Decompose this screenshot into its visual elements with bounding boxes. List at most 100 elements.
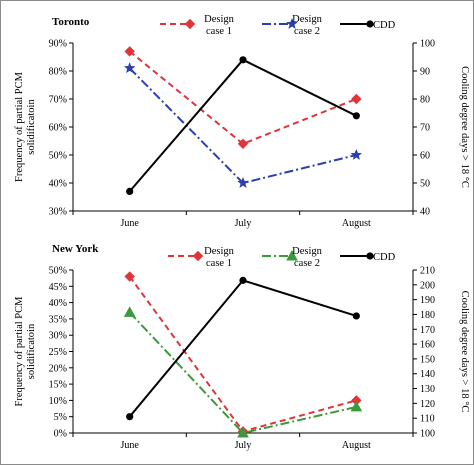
y-right-tick-label: 150 bbox=[420, 354, 435, 365]
data-point bbox=[350, 148, 363, 161]
y-right-tick-label: 70 bbox=[420, 123, 430, 134]
series-cdd bbox=[126, 276, 360, 421]
y-left-tick-label: 40% bbox=[49, 298, 67, 309]
data-point bbox=[351, 93, 362, 105]
chart-panel-2: 0% 5% 10% 15% 20% 25% 30% 35% 40% 45% 50% 100 110 120… bbox=[14, 243, 470, 451]
legend-marker bbox=[366, 20, 374, 28]
legend-marker bbox=[192, 250, 204, 262]
legend-marker bbox=[286, 249, 298, 261]
series-line bbox=[129, 50, 357, 145]
series-line bbox=[128, 67, 357, 185]
legend-label: CDD bbox=[373, 20, 396, 31]
legend-marker bbox=[366, 252, 374, 260]
y-left-axis-label: solidificatoin bbox=[26, 323, 37, 379]
legend-label: Design bbox=[204, 246, 234, 257]
y-right-tick-label: 80 bbox=[420, 95, 430, 106]
legend-label: Design bbox=[292, 246, 322, 257]
y-left-tick-label: 80% bbox=[49, 67, 67, 78]
data-point bbox=[126, 187, 134, 195]
legend-label: case 2 bbox=[294, 258, 320, 269]
y-left-tick-label: 15% bbox=[49, 380, 67, 391]
y-right-tick-label: 200 bbox=[420, 280, 435, 291]
y-left-tick-label: 50% bbox=[49, 266, 67, 277]
series-cdd bbox=[126, 56, 360, 195]
x-category-label: August bbox=[342, 440, 371, 451]
y-left-tick-label: 0% bbox=[54, 429, 67, 440]
series-design-case-2 bbox=[123, 61, 363, 189]
y-right-tick-label: 180 bbox=[420, 310, 435, 321]
x-category-label: July bbox=[235, 218, 252, 229]
y-right-axis-label: Cooling degree days > 18 °C bbox=[459, 291, 470, 413]
y-right-tick-label: 210 bbox=[420, 266, 435, 277]
x-category-label: July bbox=[235, 440, 252, 451]
panel-title: New York bbox=[52, 243, 99, 255]
legend-item: CDD bbox=[340, 252, 396, 263]
data-point bbox=[239, 276, 247, 284]
data-point bbox=[239, 56, 247, 64]
y-left-tick-label: 5% bbox=[54, 412, 67, 423]
y-left-axis-label: solidificatoin bbox=[26, 99, 37, 155]
legend-label: case 1 bbox=[206, 26, 232, 37]
data-point bbox=[237, 138, 249, 150]
series-line bbox=[128, 275, 357, 433]
data-point bbox=[237, 426, 249, 438]
y-left-tick-label: 30% bbox=[49, 207, 67, 218]
y-left-tick-label: 90% bbox=[49, 39, 67, 50]
y-left-tick-label: 60% bbox=[49, 123, 67, 134]
y-left-tick-label: 10% bbox=[49, 396, 67, 407]
x-category-label: August bbox=[342, 218, 371, 229]
series-design-case-2 bbox=[123, 306, 363, 438]
y-left-tick-label: 45% bbox=[49, 282, 67, 293]
data-point bbox=[123, 61, 136, 74]
data-point bbox=[124, 46, 135, 57]
y-left-tick-label: 30% bbox=[49, 331, 67, 342]
y-left-tick-label: 20% bbox=[49, 363, 67, 374]
y-right-tick-label: 130 bbox=[420, 384, 435, 395]
y-right-tick-label: 190 bbox=[420, 295, 435, 306]
legend-item: CDD bbox=[340, 20, 396, 31]
y-left-axis-label: Frequency of partial PCM bbox=[14, 296, 25, 407]
y-right-tick-label: 100 bbox=[420, 39, 435, 50]
data-point bbox=[237, 176, 249, 189]
y-right-tick-label: 160 bbox=[420, 340, 435, 351]
y-left-tick-label: 50% bbox=[49, 151, 67, 162]
legend-label: Design bbox=[204, 14, 234, 25]
y-right-tick-label: 100 bbox=[420, 429, 435, 440]
legend-label: case 1 bbox=[206, 258, 232, 269]
y-right-tick-label: 90 bbox=[420, 67, 430, 78]
series-line bbox=[128, 279, 357, 418]
x-category-label: June bbox=[120, 218, 139, 229]
chart-panel-1: 30% 40% 50% 60% 70% 80% 90% 40 50 60 70 80 90 100 June… bbox=[14, 14, 470, 229]
y-left-axis-label: Frequency of partial PCM bbox=[14, 71, 25, 182]
y-left-tick-label: 70% bbox=[49, 95, 67, 106]
series-design-case-1 bbox=[124, 46, 362, 150]
legend-marker bbox=[184, 18, 196, 30]
legend-label: case 2 bbox=[294, 26, 320, 37]
legend-label: CDD bbox=[373, 252, 396, 263]
data-point bbox=[350, 400, 363, 412]
data-point bbox=[123, 306, 136, 317]
y-right-tick-label: 140 bbox=[420, 369, 435, 380]
data-point bbox=[352, 312, 360, 320]
y-right-axis-label: Cooling degree days > 18 °C bbox=[459, 66, 470, 188]
y-right-tick-label: 110 bbox=[420, 414, 435, 425]
data-point bbox=[352, 112, 360, 120]
data-point bbox=[126, 413, 134, 421]
y-left-tick-label: 35% bbox=[49, 314, 67, 325]
y-left-tick-label: 40% bbox=[49, 179, 67, 190]
x-category-label: June bbox=[120, 440, 139, 451]
y-left-tick-label: 25% bbox=[49, 347, 67, 358]
y-right-tick-label: 50 bbox=[420, 179, 430, 190]
y-right-tick-label: 170 bbox=[420, 325, 435, 336]
y-right-tick-label: 40 bbox=[420, 207, 430, 218]
panel-title: Toronto bbox=[52, 16, 90, 28]
data-point bbox=[124, 271, 135, 282]
legend-marker bbox=[286, 17, 298, 30]
